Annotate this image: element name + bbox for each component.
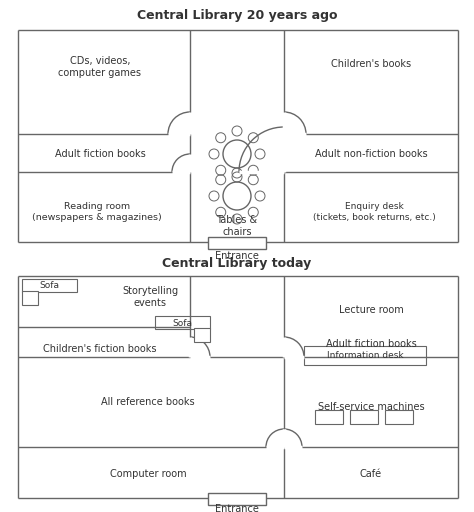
Text: Storytelling
events: Storytelling events (122, 286, 178, 308)
Bar (315, 410, 343, 424)
Text: Adult non-fiction books: Adult non-fiction books (315, 149, 428, 159)
Bar (22, 279, 77, 292)
Text: CDs, videos,
computer games: CDs, videos, computer games (58, 56, 142, 78)
Text: Central Library today: Central Library today (163, 257, 311, 269)
Text: Children's fiction books: Children's fiction books (43, 344, 157, 354)
Bar (155, 316, 210, 329)
Text: Tables &
chairs: Tables & chairs (217, 215, 257, 237)
FancyBboxPatch shape (304, 346, 426, 365)
Text: Sofa: Sofa (39, 282, 59, 290)
Text: Entrance: Entrance (215, 251, 259, 261)
Bar (208, 237, 266, 249)
Text: Adult fiction books: Adult fiction books (55, 149, 146, 159)
Text: Central Library 20 years ago: Central Library 20 years ago (137, 9, 337, 22)
Text: Self-service machines: Self-service machines (318, 402, 424, 412)
Text: Information desk: Information desk (327, 351, 403, 359)
Text: All reference books: All reference books (101, 397, 195, 407)
Text: Sofa: Sofa (172, 318, 192, 328)
Bar (208, 493, 266, 505)
Text: Children's books: Children's books (331, 59, 411, 69)
Text: Café: Café (360, 469, 382, 479)
Bar (350, 410, 378, 424)
Text: Entrance: Entrance (215, 504, 259, 512)
Bar (194, 328, 210, 342)
Text: Enquiry desk
(tickets, book returns, etc.): Enquiry desk (tickets, book returns, etc… (313, 202, 436, 222)
Text: Lecture room: Lecture room (338, 305, 403, 315)
Text: Computer room: Computer room (109, 469, 186, 479)
Bar (22, 291, 38, 305)
Bar (385, 410, 413, 424)
Text: Adult fiction books: Adult fiction books (326, 339, 416, 349)
Text: Reading room
(newspapers & magazines): Reading room (newspapers & magazines) (32, 202, 162, 222)
